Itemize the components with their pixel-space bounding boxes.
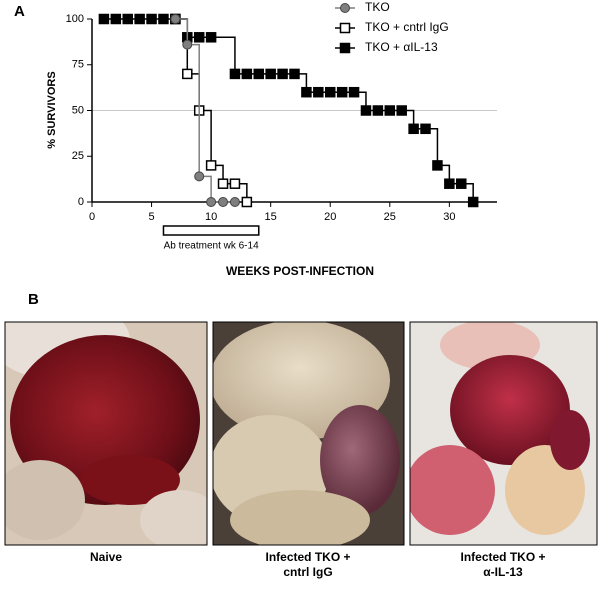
x-tick-label: 15 — [265, 211, 277, 223]
photo-caption: Naive — [90, 550, 122, 564]
photo-frame — [409, 321, 598, 546]
x-tick-label: 20 — [324, 211, 336, 223]
treatment-bar — [162, 225, 260, 236]
marker — [253, 68, 265, 80]
marker — [170, 14, 181, 24]
marker — [277, 68, 288, 80]
y-tick-label: 50 — [72, 104, 84, 116]
marker — [289, 68, 300, 80]
y-tick-label: 100 — [66, 13, 84, 25]
marker — [313, 86, 324, 98]
chart-a: A % SURVIVORS WEEKS POST-INFECTION — [14, 3, 374, 278]
marker — [229, 178, 241, 189]
photo-caption: α-IL-13 — [483, 565, 523, 579]
photo-caption: Infected TKO + — [265, 550, 350, 564]
marker — [301, 86, 312, 98]
photo-il13 — [410, 322, 597, 545]
marker — [336, 86, 348, 98]
marker — [229, 68, 241, 80]
step-line — [199, 109, 212, 166]
marker — [241, 68, 253, 80]
y-tick-label: 25 — [72, 150, 84, 162]
marker — [158, 13, 169, 25]
marker — [265, 68, 276, 80]
marker — [432, 160, 443, 171]
panel-label: B — [28, 291, 39, 308]
legend-label: TKO — [365, 0, 390, 14]
marker — [194, 171, 205, 182]
panel-b — [4, 321, 598, 546]
marker — [241, 196, 253, 208]
y-tick-label: 0 — [78, 196, 84, 208]
marker — [205, 32, 217, 43]
photo-caption: Infected TKO + — [460, 550, 545, 564]
y-axis-label: % SURVIVORS — [46, 71, 58, 148]
legend-label: TKO + αIL-13 — [365, 40, 438, 54]
photo-naive — [5, 322, 207, 545]
photo-frame — [4, 321, 208, 546]
legend-marker — [339, 42, 351, 54]
marker — [146, 13, 157, 25]
step-line — [187, 73, 200, 111]
y-tick-label: 75 — [72, 59, 84, 71]
marker — [408, 123, 419, 135]
marker — [420, 123, 431, 135]
panel-label: A — [14, 3, 25, 20]
series — [170, 14, 240, 207]
marker — [360, 105, 372, 116]
legend-label: TKO + cntrl IgG — [365, 20, 449, 34]
marker — [182, 39, 193, 50]
series — [98, 13, 479, 208]
marker — [396, 105, 407, 116]
photo-caption: cntrl IgG — [283, 565, 332, 579]
marker — [110, 13, 122, 25]
marker — [456, 178, 467, 189]
marker — [467, 196, 479, 208]
annotation: Ab treatment wk 6-14 — [164, 241, 259, 252]
photo-igg — [213, 322, 404, 545]
marker — [324, 86, 336, 98]
x-tick-label: 30 — [443, 211, 455, 223]
marker — [444, 178, 455, 189]
x-tick-label: 25 — [384, 211, 396, 223]
x-axis-label: WEEKS POST-INFECTION — [226, 264, 374, 278]
marker — [217, 178, 229, 189]
legend-marker — [339, 22, 351, 34]
x-tick-label: 0 — [89, 211, 95, 223]
marker — [372, 105, 384, 116]
marker — [205, 160, 217, 171]
marker — [193, 32, 205, 43]
marker — [384, 105, 396, 116]
marker — [182, 68, 193, 80]
photo-frame — [212, 321, 405, 546]
step-line — [425, 128, 439, 166]
marker — [229, 197, 240, 207]
marker — [134, 13, 145, 25]
marker — [348, 86, 360, 98]
x-tick-label: 5 — [148, 211, 154, 223]
marker — [98, 13, 110, 25]
marker — [218, 197, 229, 207]
marker — [206, 197, 217, 207]
x-tick-label: 10 — [205, 211, 217, 223]
step-line — [211, 36, 236, 74]
marker — [122, 13, 133, 25]
legend-marker — [340, 3, 350, 13]
